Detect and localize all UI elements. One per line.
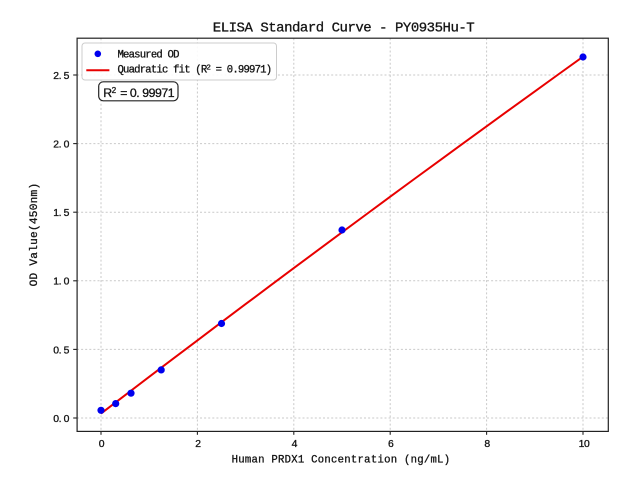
- svg-text:6: 6: [388, 439, 394, 450]
- svg-text:1. 5: 1. 5: [53, 208, 69, 219]
- svg-text:0. 5: 0. 5: [53, 345, 69, 356]
- svg-text:ELISA Standard Curve - PY0935H: ELISA Standard Curve - PY0935Hu-T: [213, 20, 474, 36]
- svg-text:0. 0: 0. 0: [53, 414, 69, 425]
- svg-text:2: 2: [195, 439, 201, 450]
- svg-text:1. 0: 1. 0: [53, 277, 69, 288]
- svg-text:10: 10: [579, 439, 590, 450]
- svg-text:OD Value(450nm): OD Value(450nm): [29, 183, 41, 287]
- svg-text:4: 4: [292, 439, 298, 450]
- svg-text:Quadratic fit (R2 = 0.99971): Quadratic fit (R2 = 0.99971): [118, 65, 272, 77]
- svg-text:8: 8: [484, 439, 490, 450]
- svg-text:Human PRDX1 Concentration (ng/: Human PRDX1 Concentration (ng/mL): [232, 455, 451, 467]
- svg-text:2. 5: 2. 5: [53, 71, 69, 82]
- svg-text:0: 0: [99, 439, 105, 450]
- svg-text:2. 0: 2. 0: [53, 140, 69, 151]
- svg-text:R2 = 0. 99971: R2 = 0. 99971: [103, 86, 175, 100]
- svg-text:Measured OD: Measured OD: [118, 50, 180, 62]
